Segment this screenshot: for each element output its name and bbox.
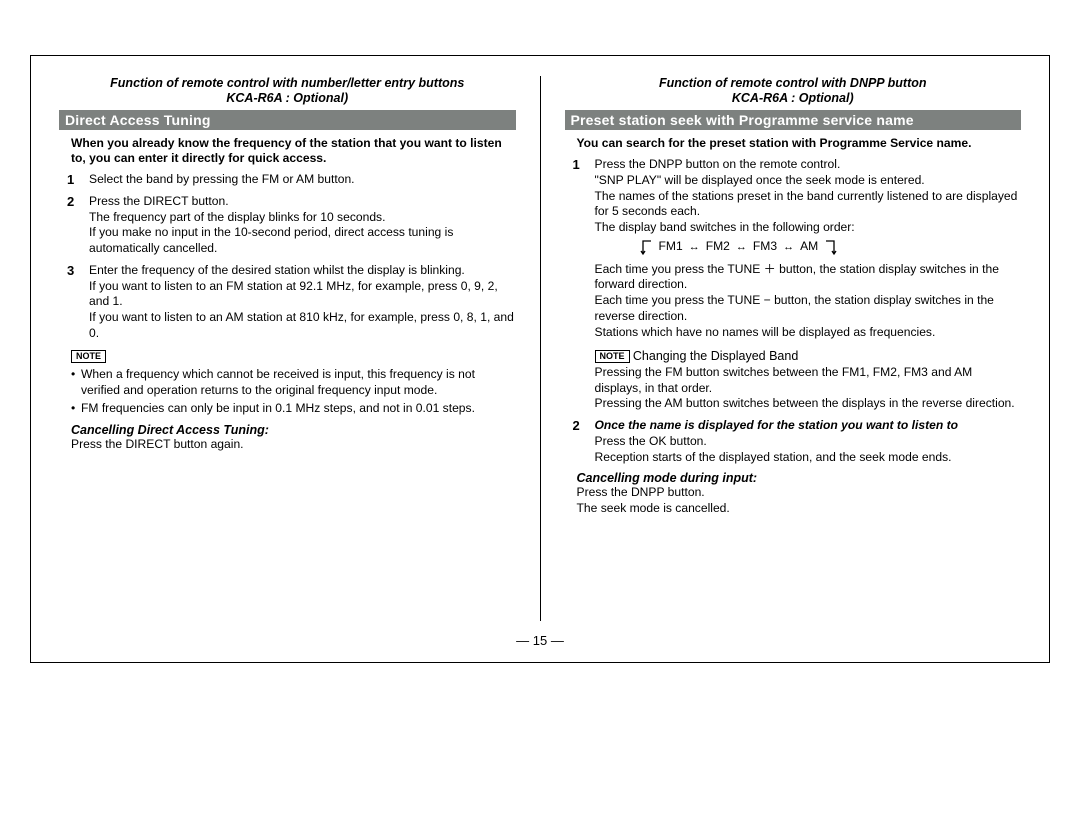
left-cancel-head: Cancelling Direct Access Tuning:	[71, 423, 516, 437]
left-step-1-body: Select the band by pressing the FM or AM…	[89, 172, 355, 186]
column-divider	[540, 76, 541, 621]
left-step-2: Press the DIRECT button. The frequency p…	[59, 194, 516, 257]
note-label-icon: NOTE	[71, 350, 106, 363]
left-topnote-line2: KCA-R6A : Optional)	[226, 91, 348, 105]
right-steps: Press the DNPP button on the remote cont…	[565, 157, 1022, 465]
right-note-block: NOTE Changing the Displayed Band Pressin…	[595, 348, 1022, 412]
two-column-layout: Function of remote control with number/l…	[59, 76, 1021, 621]
right-topnote-line2: KCA-R6A : Optional)	[732, 91, 854, 105]
band-fm1: FM1	[659, 239, 683, 255]
note-label-icon: NOTE	[595, 350, 630, 363]
left-note-row: NOTE	[71, 347, 516, 365]
right-step-1-b: "SNP PLAY" will be displayed once the se…	[595, 173, 925, 187]
left-lead: When you already know the frequency of t…	[71, 136, 516, 166]
right-cancel-b: The seek mode is cancelled.	[577, 501, 1022, 517]
right-lead: You can search for the preset station wi…	[577, 136, 1022, 151]
right-topnote: Function of remote control with DNPP but…	[565, 76, 1022, 106]
right-step-1-c: The names of the stations preset in the …	[595, 189, 1018, 219]
left-step-2-a: Press the DIRECT button.	[89, 194, 229, 208]
left-topnote: Function of remote control with number/l…	[59, 76, 516, 106]
left-step-3-b: If you want to listen to an FM station a…	[89, 279, 498, 309]
right-step-1: Press the DNPP button on the remote cont…	[565, 157, 1022, 412]
left-note-b1: When a frequency which cannot be receive…	[71, 367, 516, 398]
left-step-2-c: If you make no input in the 10-second pe…	[89, 225, 453, 255]
right-step-1-f: Each time you press the TUNE − button, t…	[595, 293, 994, 323]
left-section-bar: Direct Access Tuning	[59, 110, 516, 130]
left-step-2-b: The frequency part of the display blinks…	[89, 210, 385, 224]
arrow-icon: ↔	[783, 240, 794, 254]
left-steps: Select the band by pressing the FM or AM…	[59, 172, 516, 341]
left-note-b2: FM frequencies can only be input in 0.1 …	[71, 401, 516, 417]
right-column: Function of remote control with DNPP but…	[565, 76, 1022, 621]
right-note-head: Changing the Displayed Band	[633, 349, 798, 363]
left-note-bullets: When a frequency which cannot be receive…	[71, 367, 516, 416]
left-column: Function of remote control with number/l…	[59, 76, 516, 621]
right-step-2-head: Once the name is displayed for the stati…	[595, 418, 959, 432]
right-step-1-d: The display band switches in the followi…	[595, 220, 855, 234]
right-step-2-a: Press the OK button.	[595, 434, 707, 448]
band-sequence: FM1 ↔ FM2 ↔ FM3 ↔ AM	[639, 238, 1022, 256]
band-fm3: FM3	[753, 239, 777, 255]
arrow-icon: ↔	[736, 240, 747, 254]
left-step-3-a: Enter the frequency of the desired stati…	[89, 263, 465, 277]
right-step-1-a: Press the DNPP button on the remote cont…	[595, 157, 841, 171]
left-step-1: Select the band by pressing the FM or AM…	[59, 172, 516, 188]
left-step-3: Enter the frequency of the desired stati…	[59, 263, 516, 342]
right-note-b2: Pressing the AM button switches between …	[595, 396, 1015, 410]
right-section-bar: Preset station seek with Programme servi…	[565, 110, 1022, 130]
right-cancel-a: Press the DNPP button.	[577, 485, 1022, 501]
right-step-1-e: Each time you press the TUNE ＋ button, t…	[595, 262, 999, 292]
page-number: — 15 —	[59, 621, 1021, 652]
right-topnote-line1: Function of remote control with DNPP but…	[659, 76, 927, 90]
right-step-1-g: Stations which have no names will be dis…	[595, 325, 936, 339]
right-cancel-head: Cancelling mode during input:	[577, 471, 1022, 485]
band-am: AM	[800, 239, 818, 255]
loop-arrow-left-icon	[639, 238, 653, 256]
left-step-3-c: If you want to listen to an AM station a…	[89, 310, 514, 340]
loop-arrow-right-icon	[824, 238, 838, 256]
right-note-b1: Pressing the FM button switches between …	[595, 365, 973, 395]
band-fm2: FM2	[706, 239, 730, 255]
right-step-2-b: Reception starts of the displayed statio…	[595, 450, 952, 464]
right-step-2: Once the name is displayed for the stati…	[565, 418, 1022, 465]
left-cancel-body: Press the DIRECT button again.	[71, 437, 516, 453]
left-topnote-line1: Function of remote control with number/l…	[110, 76, 464, 90]
manual-page: Function of remote control with number/l…	[30, 55, 1050, 663]
arrow-icon: ↔	[689, 240, 700, 254]
